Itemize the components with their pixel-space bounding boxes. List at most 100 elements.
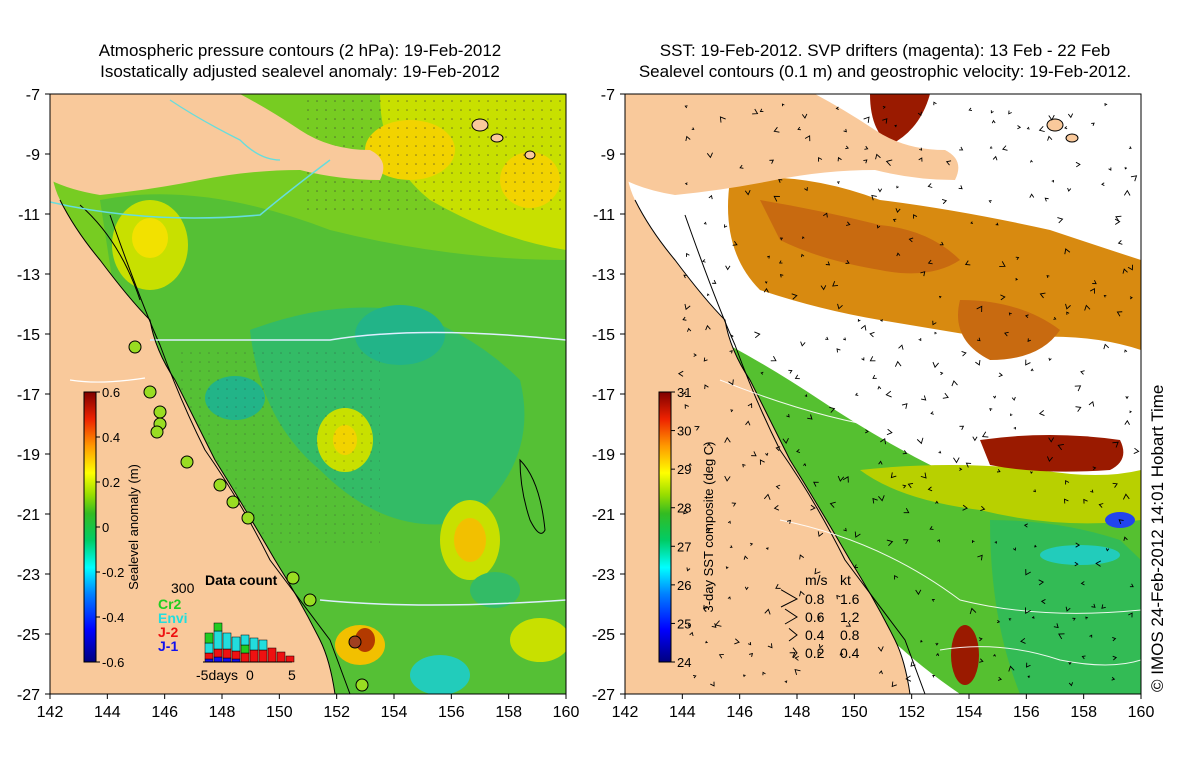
velocity-vector-icon <box>818 643 824 649</box>
left-axis-y-tick-label: -23 <box>17 567 40 584</box>
velocity-vector-icon <box>1117 240 1123 245</box>
left-colorbar-tick-label: 0.2 <box>102 475 120 490</box>
velocity-vector-icon <box>703 604 708 610</box>
velocity-vector-icon <box>853 564 858 568</box>
velocity-vector-icon <box>759 108 764 112</box>
velocity-vector-icon <box>932 320 937 326</box>
left-axis-x-tick-label: 160 <box>553 704 580 721</box>
velocity-vector-icon <box>1063 498 1069 504</box>
data-count-legend-item: J-1 <box>158 638 178 654</box>
velocity-vector-icon <box>971 539 975 543</box>
velocity-vector-icon <box>775 583 781 589</box>
velocity-vector-icon <box>903 539 909 545</box>
velocity-vector-icon <box>931 598 935 602</box>
velocity-vector-icon <box>786 413 790 418</box>
velocity-vector-icon <box>976 337 981 342</box>
velocity-vector-icon <box>1048 357 1052 362</box>
velocity-vector-icon <box>996 619 1001 624</box>
velocity-vector-icon <box>896 252 901 257</box>
velocity-vector-icon <box>845 622 852 627</box>
data-count-bar <box>231 650 241 660</box>
velocity-vector-icon <box>1072 617 1076 621</box>
velocity-vector-icon <box>1112 441 1119 448</box>
velocity-vector-icon <box>958 185 963 190</box>
velocity-vector-icon <box>935 642 939 646</box>
right-colorbar: 31 30 29 28 27 26 25 24 3-day SST composite (deg… <box>658 385 716 670</box>
velocity-vector-icon <box>1080 370 1085 375</box>
left-axis-y-tick-label: -15 <box>17 327 40 344</box>
velocity-vector-icon <box>810 504 816 511</box>
velocity-vector-icon <box>729 350 733 354</box>
velocity-vector-icon <box>778 260 783 264</box>
velocity-vector-icon <box>878 670 883 675</box>
data-count-legend-item: J-2 <box>158 624 178 640</box>
velocity-vector-icon <box>742 674 746 678</box>
right-colorbar-tick-label: 29 <box>677 462 691 477</box>
velocity-vector-icon <box>801 113 808 119</box>
velocity-vector-icon <box>760 371 764 375</box>
velocity-vector-icon <box>693 353 697 357</box>
data-count-bar <box>213 656 223 663</box>
velocity-vector-icon <box>907 483 914 489</box>
velocity-legend-kt: 0.8 <box>840 627 860 643</box>
velocity-legend-ms: 0.6 <box>805 609 825 625</box>
velocity-vector-icon <box>711 623 717 628</box>
left-axis-y-tick-label: -21 <box>17 507 40 524</box>
velocity-vector-icon <box>794 374 800 380</box>
velocity-vector-icon <box>975 360 981 366</box>
velocity-vector-icon <box>1057 217 1064 224</box>
velocity-vector-icon <box>882 118 888 124</box>
shelf-contour-north <box>79 204 141 301</box>
velocity-vector-icon <box>1067 113 1074 119</box>
velocity-vector-icon <box>918 338 922 342</box>
velocity-vector-icon <box>782 437 789 444</box>
velocity-vector-icon <box>863 159 868 164</box>
velocity-vector-icon <box>691 127 695 130</box>
left-axis-x-tick-label: 144 <box>94 704 121 721</box>
velocity-vector-icon <box>962 504 968 511</box>
left-title-line2: Isostatically adjusted sealevel anomaly:… <box>100 62 500 81</box>
right-colorbar-tick-label: 25 <box>677 616 691 631</box>
velocity-vector-icon <box>1015 277 1019 281</box>
velocity-vector-icon <box>687 623 691 628</box>
velocity-vector-icon <box>892 218 897 222</box>
velocity-vector-icon <box>964 260 971 266</box>
velocity-vector-icon <box>729 545 733 548</box>
velocity-legend-kt: 1.2 <box>840 609 860 625</box>
velocity-vector-icon <box>938 450 942 454</box>
velocity-vector-icon <box>919 639 923 643</box>
velocity-vector-icon <box>705 640 708 644</box>
data-count-bar <box>276 651 286 663</box>
island-2 <box>490 133 504 143</box>
data-count-bar <box>222 632 232 650</box>
velocity-vector-icon <box>1085 616 1089 620</box>
velocity-vector-icon <box>916 437 924 445</box>
data-count-bar <box>222 657 232 663</box>
velocity-vector-icon <box>837 156 842 162</box>
tide-gauge <box>226 495 240 509</box>
velocity-vector-icon <box>791 293 798 300</box>
left-axis-x-tick-label: 150 <box>266 704 293 721</box>
velocity-vector-icon <box>714 620 722 627</box>
velocity-vector-icon <box>992 155 998 161</box>
velocity-vector-icon <box>861 357 865 361</box>
velocity-vector-icon <box>683 509 688 515</box>
island-right-1 <box>1046 118 1064 132</box>
velocity-vector-icon <box>845 145 849 150</box>
velocity-vector-icon <box>877 188 883 193</box>
velocity-vector-icon <box>1122 268 1128 274</box>
pressure-contour-1 <box>50 159 331 219</box>
data-count-bar <box>240 634 250 646</box>
velocity-vector-icon <box>747 641 752 646</box>
velocity-vector-icon <box>1116 311 1123 317</box>
right-axis-x-tick-label: 154 <box>956 704 983 721</box>
velocity-vector-icon <box>934 331 937 335</box>
velocity-arrow-icon <box>780 589 799 608</box>
right-axis-y-tick-label: -27 <box>592 687 615 704</box>
velocity-vector-icon <box>825 261 831 266</box>
velocity-vector-icon <box>742 463 746 468</box>
velocity-vector-icon <box>1065 479 1070 485</box>
data-count-bar <box>240 652 250 663</box>
velocity-vector-icon <box>684 105 688 109</box>
left-axis-y-tick-label: -9 <box>26 147 40 164</box>
